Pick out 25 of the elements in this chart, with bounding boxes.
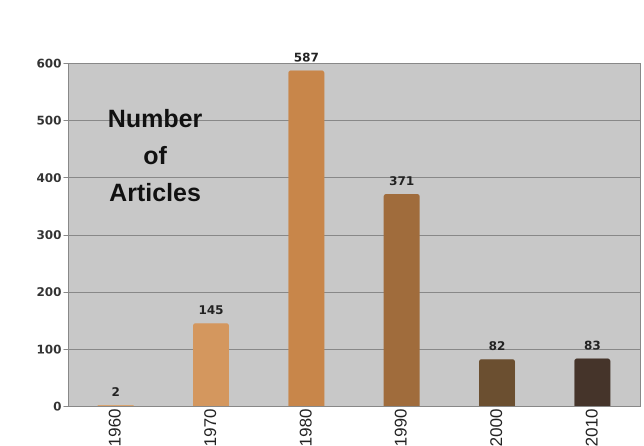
bar xyxy=(384,194,420,406)
x-tick-label: 2010 xyxy=(582,408,602,446)
bar xyxy=(478,359,516,406)
data-label: 371 xyxy=(389,174,414,188)
y-tick-label: 400 xyxy=(36,170,62,185)
data-label: 145 xyxy=(198,303,224,318)
y-tick-label: 200 xyxy=(36,285,62,300)
y-tick-label: 100 xyxy=(36,342,62,356)
x-tick-label: 2000 xyxy=(487,408,506,446)
y-tick-label: 300 xyxy=(36,228,62,242)
data-label: 83 xyxy=(584,338,601,353)
y-tick-label: 500 xyxy=(36,114,62,128)
x-tick-label: 1990 xyxy=(392,408,411,446)
y-tick-label: 0 xyxy=(53,400,62,414)
y-tick-label: 600 xyxy=(36,56,62,70)
bar xyxy=(192,323,230,406)
bar xyxy=(288,70,324,406)
data-label: 587 xyxy=(294,50,319,64)
x-tick-label: 1960 xyxy=(106,408,125,446)
bar xyxy=(574,358,610,406)
data-label: 2 xyxy=(111,384,120,399)
x-tick-label: 1970 xyxy=(201,408,220,446)
data-label: 82 xyxy=(488,339,506,354)
y-axis-title: Number of Articles xyxy=(108,105,202,207)
x-tick-label: 1980 xyxy=(296,408,316,446)
